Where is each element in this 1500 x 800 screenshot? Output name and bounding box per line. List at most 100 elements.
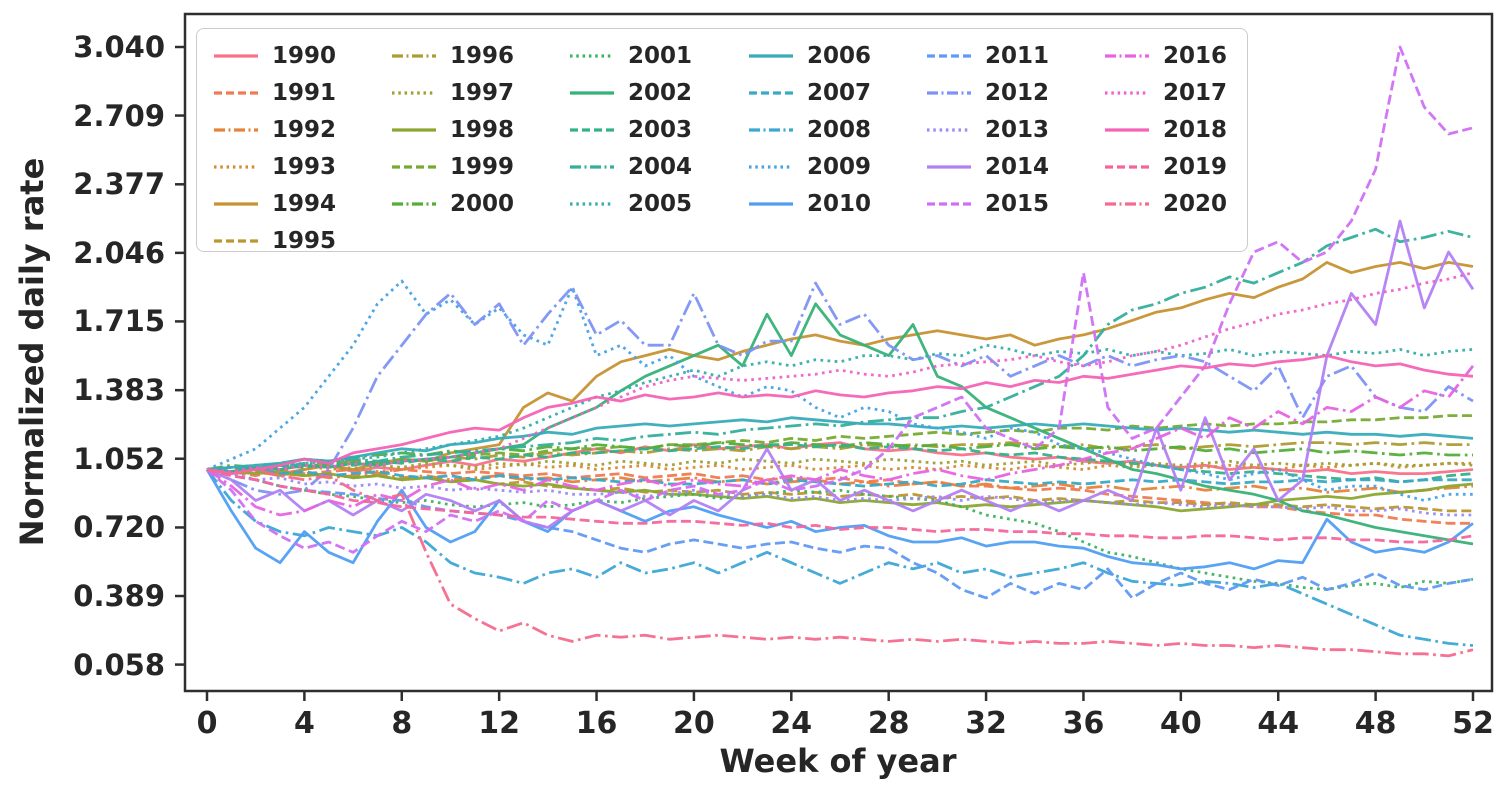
legend-line-swatch — [749, 127, 793, 132]
legend-label: 1997 — [450, 79, 515, 106]
legend-label: 2008 — [807, 116, 872, 143]
legend-line-swatch — [570, 90, 614, 95]
legend-line-swatch — [214, 53, 258, 58]
x-tick-label: 20 — [673, 706, 715, 741]
legend-label: 1999 — [450, 153, 515, 180]
legend-label: 2002 — [628, 79, 693, 106]
x-tick-label: 32 — [965, 706, 1007, 741]
x-tick-label: 16 — [575, 706, 618, 741]
x-tick-label: 36 — [1062, 706, 1105, 741]
legend-label: 2005 — [628, 190, 693, 217]
legend-entry-1993: 1993 — [213, 148, 336, 185]
series-line-2011 — [206, 468, 1474, 600]
legend-label: 2001 — [628, 42, 693, 69]
legend-line-swatch — [214, 164, 258, 169]
y-tick-label: 0.389 — [73, 579, 165, 614]
legend-column: 2006 2007 2008 2009 2010 — [748, 37, 871, 222]
legend-entry-2005: 2005 — [569, 185, 692, 222]
series-line-2000 — [206, 441, 1473, 471]
legend-entry-2013: 2013 — [926, 111, 1049, 148]
y-tick-label: 2.709 — [73, 98, 165, 133]
legend-entry-1990: 1990 — [213, 37, 336, 74]
legend-entry-2010: 2010 — [748, 185, 871, 222]
legend-entry-1991: 1991 — [213, 74, 336, 111]
legend-entry-2001: 2001 — [569, 37, 692, 74]
legend-label: 2014 — [985, 153, 1050, 180]
legend-line-swatch — [927, 201, 971, 206]
legend-line-swatch — [214, 238, 258, 243]
series-line-2017 — [206, 271, 1474, 474]
legend-entry-1997: 1997 — [391, 74, 514, 111]
legend-label: 2013 — [985, 116, 1050, 143]
legend-line-swatch — [927, 90, 971, 95]
series-line-2012 — [206, 281, 1474, 496]
series-line-2007 — [206, 468, 1473, 488]
legend-column: 1996 1997 1998 1999 2000 — [391, 37, 514, 222]
legend-label: 1993 — [272, 153, 337, 180]
legend-label: 2006 — [807, 42, 872, 69]
legend-line-swatch — [570, 53, 614, 58]
series-line-2014 — [206, 219, 1475, 529]
legend-entry-1992: 1992 — [213, 111, 336, 148]
legend-entry-2007: 2007 — [748, 74, 871, 111]
series-line-2020 — [206, 468, 1474, 658]
series-lines — [205, 45, 1475, 658]
legend-line-swatch — [749, 201, 793, 206]
legend-line-swatch — [392, 164, 436, 169]
legend-entry-2016: 2016 — [1104, 37, 1227, 74]
legend-column: 2016 2017 2018 2019 2020 — [1104, 37, 1227, 222]
legend-label: 2007 — [807, 79, 872, 106]
y-tick-label: 2.046 — [73, 235, 165, 270]
legend-entry-2019: 2019 — [1104, 148, 1227, 185]
legend-entry-2006: 2006 — [748, 37, 871, 74]
legend: 1990 1991 1992 1993 1994 1995 1996 1997 1998 1999… — [196, 28, 1248, 254]
y-axis-title: Normalized daily rate — [13, 157, 51, 547]
legend-line-swatch — [927, 164, 971, 169]
legend-label: 2015 — [985, 190, 1050, 217]
legend-label: 1992 — [272, 116, 337, 143]
legend-column: 2001 2002 2003 2004 2005 — [569, 37, 692, 222]
x-axis-title: Week of year — [719, 742, 957, 780]
legend-label: 2016 — [1163, 42, 1228, 69]
legend-line-swatch — [1105, 201, 1149, 206]
legend-line-swatch — [570, 201, 614, 206]
legend-entry-2012: 2012 — [926, 74, 1049, 111]
legend-entry-2015: 2015 — [926, 185, 1049, 222]
y-tick-label: 0.720 — [73, 510, 165, 545]
legend-column: 1990 1991 1992 1993 1994 1995 — [213, 37, 336, 259]
y-tick-label: 1.052 — [73, 441, 165, 476]
legend-label: 2011 — [985, 42, 1050, 69]
series-line-2009 — [206, 279, 1473, 502]
legend-entry-1995: 1995 — [213, 222, 336, 259]
series-line-2015 — [206, 45, 1474, 554]
legend-label: 1990 — [272, 42, 337, 69]
legend-label: 2000 — [450, 190, 515, 217]
legend-entry-2011: 2011 — [926, 37, 1049, 74]
y-tick-label: 1.715 — [73, 304, 165, 339]
x-tick-label: 48 — [1354, 706, 1397, 741]
legend-label: 1991 — [272, 79, 337, 106]
legend-label: 2004 — [628, 153, 693, 180]
series-line-2019 — [206, 468, 1474, 544]
legend-line-swatch — [214, 201, 258, 206]
legend-label: 2019 — [1163, 153, 1228, 180]
legend-entry-2008: 2008 — [748, 111, 871, 148]
legend-line-swatch — [392, 201, 436, 206]
legend-entry-2014: 2014 — [926, 148, 1049, 185]
legend-line-swatch — [1105, 90, 1149, 95]
x-tick-label: 44 — [1257, 706, 1300, 741]
legend-entry-2018: 2018 — [1104, 111, 1227, 148]
legend-line-swatch — [392, 127, 436, 132]
legend-line-swatch — [749, 90, 793, 95]
x-tick-label: 4 — [293, 706, 315, 741]
legend-entry-1999: 1999 — [391, 148, 514, 185]
legend-entry-1994: 1994 — [213, 185, 336, 222]
y-tick-label: 3.040 — [73, 30, 165, 64]
series-line-2003 — [206, 443, 1474, 484]
legend-line-swatch — [1105, 164, 1149, 169]
series-line-2018 — [206, 354, 1474, 476]
x-tick-label: 24 — [770, 706, 813, 741]
legend-line-swatch — [392, 53, 436, 58]
legend-label: 2009 — [807, 153, 872, 180]
